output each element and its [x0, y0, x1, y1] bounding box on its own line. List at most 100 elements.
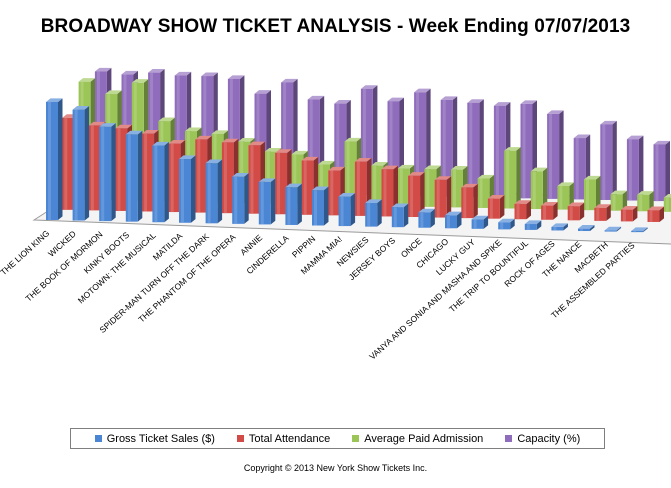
bar-side: [420, 172, 425, 218]
bar-highlight: [340, 196, 344, 227]
bar-side: [111, 123, 116, 222]
bar-side: [473, 183, 478, 219]
bar-top: [493, 102, 511, 106]
bar-highlight: [639, 194, 643, 212]
bar-side: [479, 99, 484, 198]
bar-side: [579, 202, 585, 221]
bar-side: [643, 227, 648, 233]
bar-side: [563, 223, 568, 231]
bar-highlight: [553, 226, 557, 231]
bar-top: [185, 127, 202, 132]
bar-top: [158, 117, 175, 122]
bar-highlight: [463, 187, 467, 219]
bar: [461, 187, 474, 219]
bar-top: [312, 186, 329, 191]
bar-highlight: [526, 224, 530, 230]
bar-highlight: [181, 159, 184, 223]
bar-highlight: [522, 103, 526, 199]
bar: [285, 187, 298, 225]
bar-top: [285, 183, 302, 188]
bar: [487, 198, 500, 219]
legend-label-attendance: Total Attendance: [248, 432, 331, 445]
bar-highlight: [250, 145, 254, 214]
bar: [467, 102, 480, 198]
bar-top: [647, 206, 664, 211]
bar-highlight: [314, 190, 317, 226]
bar-highlight: [453, 169, 456, 208]
legend-item-gross: Gross Ticket Sales ($): [94, 432, 215, 445]
bar-top: [514, 200, 531, 204]
bar-side: [553, 201, 558, 220]
bar: [434, 179, 447, 218]
bar: [653, 144, 666, 202]
bar-top: [451, 166, 468, 170]
bar-top: [334, 100, 351, 104]
bar-highlight: [101, 126, 105, 222]
bar-top: [551, 223, 568, 227]
bar-highlight: [203, 76, 207, 192]
bar-top: [258, 178, 276, 182]
bar-highlight: [90, 125, 94, 211]
bar-side: [350, 192, 356, 227]
bar: [125, 134, 138, 222]
bar-top: [195, 135, 212, 140]
bar-highlight: [442, 99, 446, 197]
legend-item-avg-admission: Average Paid Admission: [352, 433, 483, 445]
bar-top: [360, 85, 378, 89]
bar-side: [659, 206, 664, 222]
bar-top: [275, 149, 292, 153]
bar: [600, 124, 613, 200]
bar-highlight: [649, 210, 653, 222]
bar-highlight: [336, 103, 340, 195]
bar-side: [542, 167, 548, 210]
bar-top: [498, 218, 515, 223]
bar-side: [58, 98, 63, 220]
bar-highlight: [436, 179, 440, 218]
bar-top: [105, 90, 122, 95]
bar-highlight: [170, 143, 174, 213]
bar-top: [397, 164, 415, 169]
bar-highlight: [612, 194, 616, 211]
bar-top: [620, 206, 638, 210]
bar-highlight: [506, 150, 510, 209]
bar: [115, 128, 128, 211]
bar-highlight: [469, 102, 473, 198]
bar: [195, 139, 208, 213]
bar-side: [665, 140, 670, 202]
bar-highlight: [287, 187, 291, 225]
bar-highlight: [74, 109, 78, 221]
bar: [312, 190, 324, 226]
bar-top: [594, 204, 611, 208]
bar-top: [238, 138, 255, 142]
bar-side: [622, 190, 628, 211]
bar-top: [567, 202, 585, 207]
bar-side: [649, 191, 654, 212]
bar-top: [94, 67, 112, 72]
bar: [258, 181, 271, 225]
bar-top: [72, 106, 90, 110]
bar-top: [254, 90, 271, 94]
bar-highlight: [223, 142, 227, 214]
bar-top: [600, 120, 617, 125]
bar: [418, 212, 431, 228]
bar: [551, 226, 564, 231]
bar-top: [391, 203, 409, 208]
bar: [179, 159, 191, 223]
bar-top: [487, 194, 505, 199]
legend-label-gross: Gross Ticket Sales ($): [106, 432, 215, 445]
bar-side: [516, 147, 521, 209]
bar-top: [152, 141, 169, 146]
bar-highlight: [389, 101, 393, 196]
bar: [62, 117, 75, 210]
bar-highlight: [144, 133, 148, 212]
bar-highlight: [303, 160, 307, 215]
bar-side: [84, 106, 90, 221]
bar-highlight: [293, 154, 297, 205]
bar-highlight: [320, 164, 323, 205]
bar-highlight: [240, 141, 244, 203]
bar: [578, 228, 590, 232]
bar-highlight: [309, 99, 313, 194]
category-tick-label: THE LION KING: [0, 228, 51, 277]
legend-swatch-gross: [94, 435, 102, 442]
bar-highlight: [473, 219, 477, 229]
